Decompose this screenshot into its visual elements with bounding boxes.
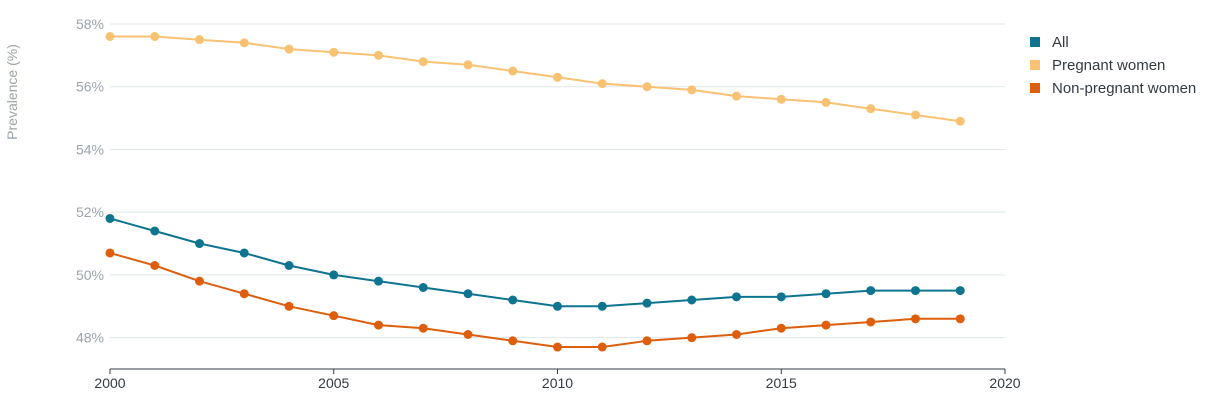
- data-point[interactable]: [911, 286, 920, 296]
- data-point[interactable]: [955, 286, 965, 296]
- y-tick-label: 54%: [76, 141, 104, 157]
- data-point[interactable]: [463, 330, 473, 339]
- data-point[interactable]: [463, 60, 473, 70]
- data-point[interactable]: [329, 47, 339, 57]
- data-point[interactable]: [195, 276, 204, 286]
- data-point[interactable]: [463, 289, 473, 299]
- data-point[interactable]: [239, 289, 249, 299]
- data-point[interactable]: [866, 317, 876, 327]
- data-point[interactable]: [687, 333, 697, 343]
- x-axis: 2000 2005 2010 2015 2020: [94, 368, 1021, 391]
- legend-label[interactable]: Non-pregnant women: [1052, 80, 1196, 97]
- data-point[interactable]: [911, 314, 920, 324]
- data-point[interactable]: [597, 301, 607, 311]
- data-point[interactable]: [418, 323, 428, 333]
- data-point[interactable]: [821, 320, 831, 330]
- data-point[interactable]: [374, 320, 383, 330]
- y-tick-label: 58%: [76, 16, 104, 32]
- x-tick-label: 2000: [94, 375, 125, 391]
- data-point[interactable]: [150, 32, 160, 42]
- data-point[interactable]: [195, 239, 204, 249]
- data-point[interactable]: [687, 85, 697, 95]
- x-tick-label: 2020: [989, 375, 1020, 391]
- data-point[interactable]: [776, 292, 786, 302]
- data-point[interactable]: [105, 248, 115, 258]
- data-point[interactable]: [776, 323, 786, 333]
- series-line: [109, 217, 961, 308]
- legend-label[interactable]: All: [1052, 34, 1069, 51]
- data-point[interactable]: [642, 82, 652, 92]
- y-axis-ticks: 48% 50% 52% 54% 56% 58%: [76, 16, 104, 346]
- data-point[interactable]: [508, 66, 518, 76]
- data-point[interactable]: [553, 301, 562, 311]
- data-point[interactable]: [105, 32, 115, 42]
- data-point[interactable]: [374, 50, 383, 60]
- data-point[interactable]: [284, 261, 294, 270]
- x-tick-label: 2010: [542, 375, 573, 391]
- series-line: [109, 252, 961, 348]
- data-point[interactable]: [195, 35, 204, 45]
- gridlines: [110, 23, 1005, 339]
- data-point[interactable]: [329, 311, 339, 321]
- data-point[interactable]: [508, 336, 518, 346]
- data-point[interactable]: [105, 213, 115, 223]
- data-point[interactable]: [911, 110, 920, 120]
- series-layer: [105, 32, 965, 352]
- y-axis-title: Prevalence (%): [4, 44, 20, 140]
- data-point[interactable]: [732, 91, 741, 101]
- data-point[interactable]: [284, 301, 294, 311]
- data-point[interactable]: [508, 295, 518, 305]
- data-point[interactable]: [955, 314, 965, 324]
- data-point[interactable]: [642, 336, 652, 346]
- data-point[interactable]: [732, 330, 741, 339]
- data-point[interactable]: [821, 97, 831, 107]
- data-point[interactable]: [284, 44, 294, 54]
- legend-swatch: [1030, 60, 1040, 70]
- data-point[interactable]: [150, 226, 160, 236]
- data-point[interactable]: [732, 292, 741, 302]
- data-point[interactable]: [150, 261, 160, 270]
- data-point[interactable]: [687, 295, 697, 305]
- legend: All Pregnant women Non-pregnant women: [1030, 34, 1196, 97]
- data-point[interactable]: [776, 94, 786, 104]
- data-point[interactable]: [866, 286, 876, 296]
- series-all: [105, 213, 965, 311]
- data-point[interactable]: [955, 116, 965, 126]
- data-point[interactable]: [866, 104, 876, 114]
- data-point[interactable]: [553, 342, 562, 352]
- data-point[interactable]: [329, 270, 339, 280]
- x-tick-label: 2015: [766, 375, 797, 391]
- data-point[interactable]: [642, 298, 652, 308]
- data-point[interactable]: [597, 342, 607, 352]
- data-point[interactable]: [374, 276, 383, 286]
- y-tick-label: 56%: [76, 79, 104, 95]
- data-point[interactable]: [553, 72, 562, 82]
- series-non-pregnant-women: [105, 248, 965, 352]
- y-tick-label: 52%: [76, 204, 104, 220]
- legend-swatch: [1030, 83, 1040, 93]
- data-point[interactable]: [239, 38, 249, 48]
- series-line: [110, 35, 961, 123]
- data-point[interactable]: [418, 282, 428, 292]
- data-point[interactable]: [418, 57, 428, 67]
- x-tick-label: 2005: [318, 375, 349, 391]
- y-tick-label: 50%: [76, 267, 104, 283]
- legend-label[interactable]: Pregnant women: [1052, 57, 1165, 74]
- data-point[interactable]: [239, 248, 249, 258]
- data-point[interactable]: [597, 79, 607, 89]
- data-point[interactable]: [821, 289, 831, 299]
- legend-swatch: [1030, 37, 1040, 47]
- y-tick-label: 48%: [76, 330, 104, 346]
- series-pregnant-women: [105, 32, 965, 126]
